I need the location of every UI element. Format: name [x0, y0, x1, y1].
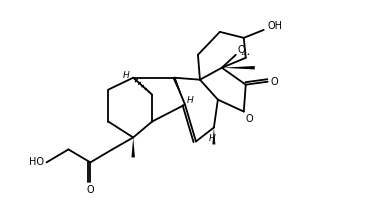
Text: •••: •••	[240, 52, 250, 57]
Text: OH: OH	[268, 21, 283, 31]
Text: HO: HO	[29, 157, 43, 167]
Polygon shape	[131, 137, 135, 157]
Polygon shape	[222, 66, 255, 69]
Text: O: O	[246, 114, 254, 124]
Text: O: O	[271, 77, 278, 87]
Polygon shape	[212, 128, 215, 145]
Polygon shape	[173, 77, 185, 105]
Text: H: H	[209, 134, 215, 144]
Text: O: O	[86, 185, 94, 195]
Text: H: H	[123, 71, 130, 80]
Text: O: O	[238, 45, 245, 55]
Text: H: H	[187, 96, 194, 105]
